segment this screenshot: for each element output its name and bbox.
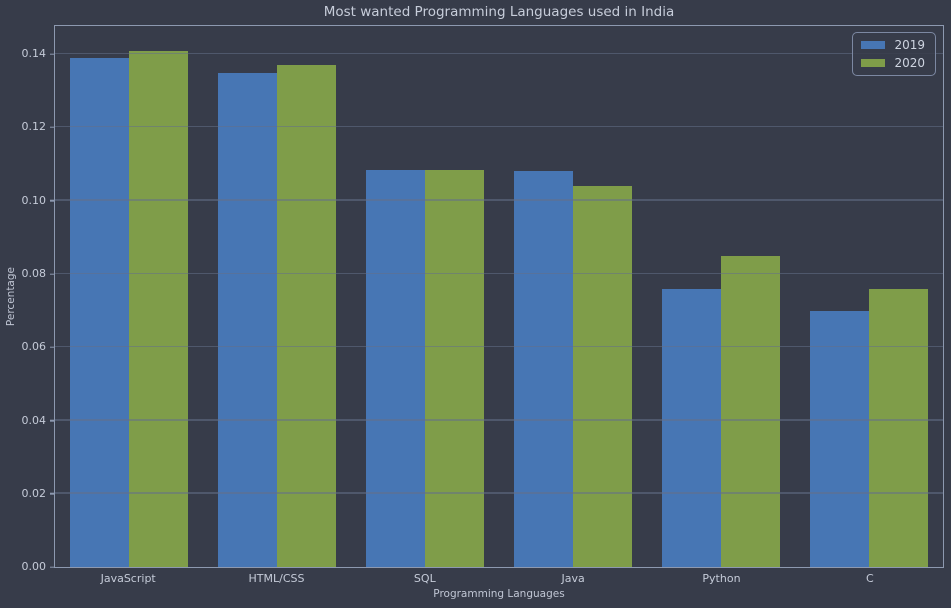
legend-entry-2019: 2019 [861,39,925,51]
plot-area: 0.00 0.02 0.04 0.06 0.08 0.10 0.12 0.14 2019 202… [22,25,944,573]
x-tick-label-python: Python [702,572,741,585]
gridline-0.06 [55,345,943,348]
bar-2019-python [661,288,721,567]
legend-swatch-2020 [861,59,886,67]
gridline-0.10 [55,199,943,201]
gridline-0.04 [55,419,943,421]
y-tick-mark-0.02 [50,493,55,495]
y-tick-label-0.06: 0.06 [21,340,47,354]
legend-label-2020: 2020 [894,56,925,70]
bar-group-html-css [203,26,351,567]
x-tick-label-javascript: JavaScript [100,572,156,585]
x-axis-title: Programming Languages [433,588,565,600]
y-tick-label-0.14: 0.14 [21,47,47,61]
bar-2019-javascript [69,57,129,567]
y-axis-title-text: Percentage [5,266,17,327]
bar-2020-java [573,186,633,567]
y-tick-mark-0.10 [50,200,55,202]
bar-2020-sql [425,169,485,567]
bar-group-c [795,26,943,567]
y-tick-label-0.04: 0.04 [21,413,47,427]
bar-2020-c [869,288,929,567]
y-tick-mark-0.04 [50,419,55,422]
y-tick-label-0.02: 0.02 [21,486,47,500]
y-tick-mark-0.00 [50,566,55,568]
x-tick-label-java: Java [561,572,585,585]
legend-label-2019: 2019 [894,38,925,52]
y-tick-mark-0.12 [50,126,55,129]
bar-2019-html-css [217,72,277,567]
y-tick-label-0.00: 0.00 [21,560,47,573]
bars-layer [55,26,943,567]
x-tick-label-html-css: HTML/CSS [248,572,305,585]
bar-2019-sql [365,169,425,567]
y-tick-mark-0.08 [50,273,55,275]
gridline-0.12 [55,126,943,128]
legend: 2019 2020 [852,32,936,76]
gridline-0.14 [55,52,943,55]
bar-2020-python [721,255,781,567]
legend-swatch-2019 [861,41,886,49]
bar-group-javascript [55,26,203,567]
x-tick-label-sql: SQL [413,572,436,585]
gridline-0.08 [55,272,943,274]
y-tick-mark-0.06 [50,346,55,348]
bar-2019-c [809,310,869,567]
gridline-0.02 [55,492,943,494]
y-tick-label-0.12: 0.12 [21,120,47,134]
chart-title: Most wanted Programming Languages used i… [323,4,675,20]
bar-group-sql [351,26,499,567]
bar-2019-java [513,171,573,567]
bar-group-python [647,26,795,567]
y-tick-label-0.10: 0.10 [21,193,47,207]
x-tick-label-c: C [865,572,874,585]
bar-2020-html-css [277,65,337,567]
y-tick-label-0.08: 0.08 [21,266,47,280]
y-axis-title: Percentage [0,25,22,568]
bar-2020-javascript [129,50,189,567]
x-axis-ticks: JavaScript HTML/CSS SQL Java Python C [54,572,944,585]
legend-entry-2020: 2020 [861,57,925,69]
y-tick-mark-0.14 [50,53,55,55]
bar-group-java [499,26,647,567]
